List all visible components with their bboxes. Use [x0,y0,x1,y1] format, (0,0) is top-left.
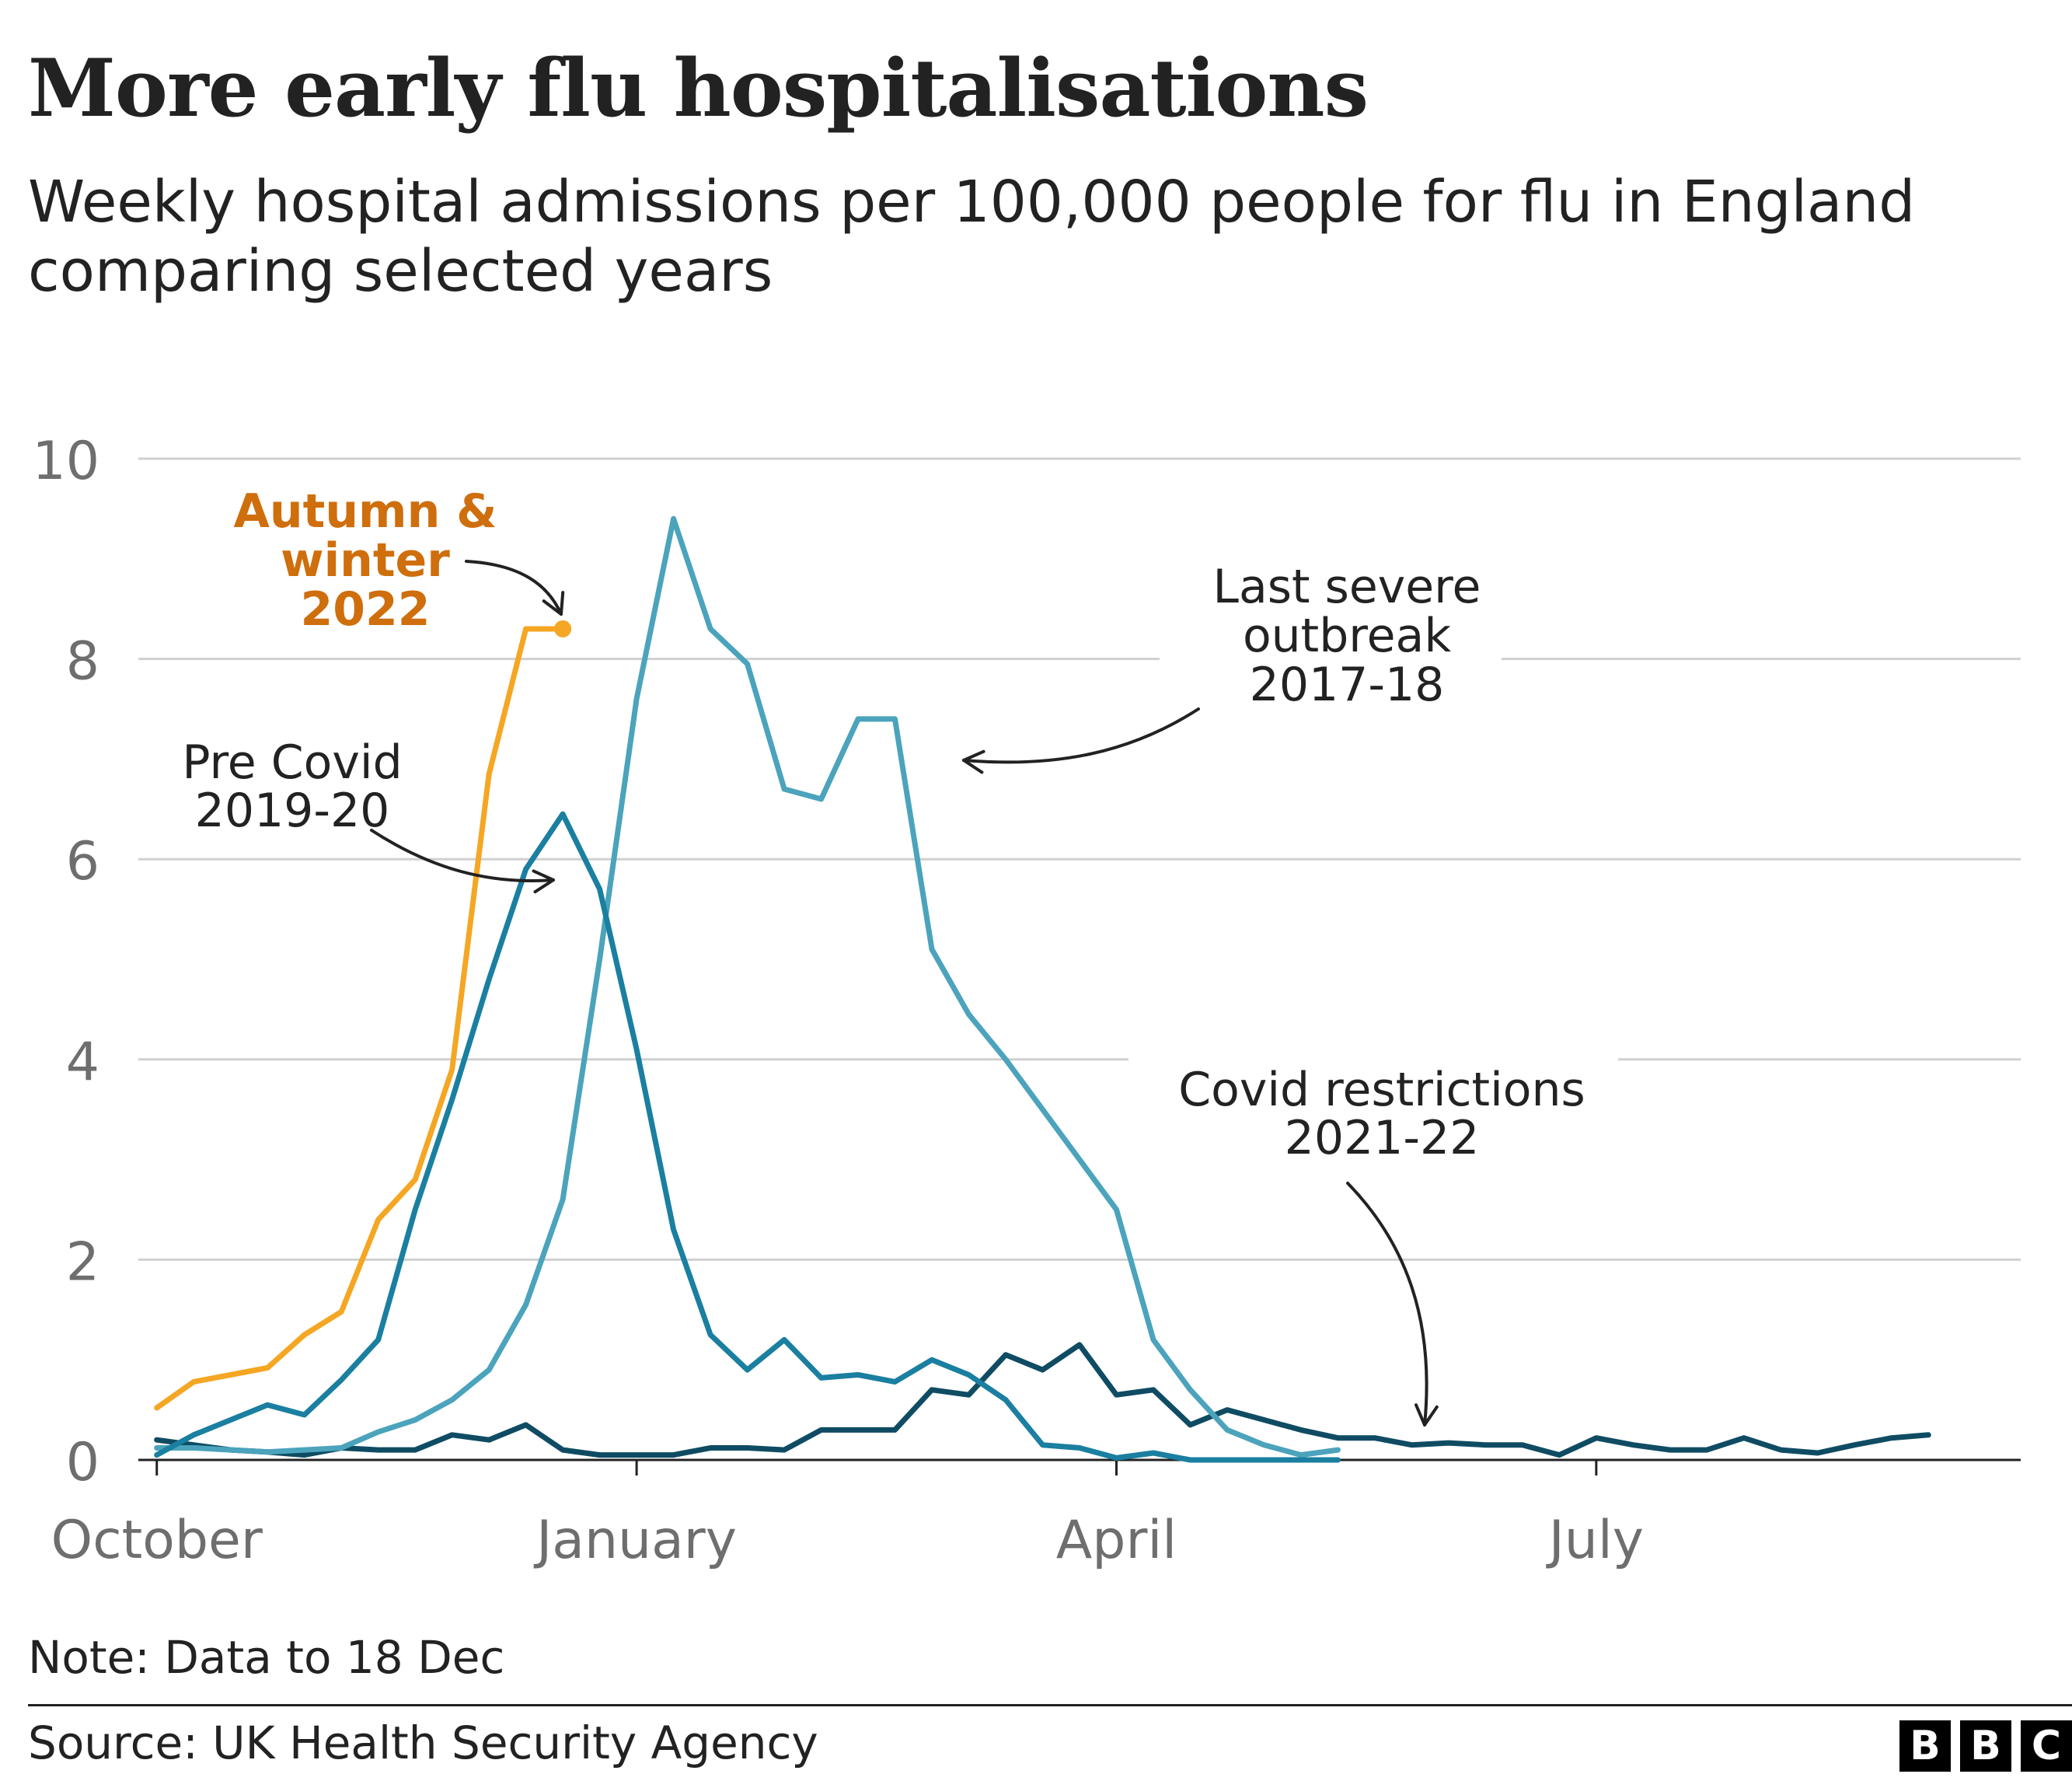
annotation-arrow [1346,1182,1428,1427]
x-tick-label: April [1056,1510,1177,1571]
annotation-label: Covid restrictions [1178,1063,1585,1117]
annotation-backdrop [1128,1042,1618,1166]
arrow-head-icon [962,749,985,774]
series-line-autumn-winter-2022 [154,626,566,1411]
y-tick-label: 4 [66,1032,99,1093]
bbc-logo-letter: B [1899,1720,1951,1772]
y-tick-label: 0 [66,1432,99,1493]
annotation-label: Last severe [1213,560,1481,614]
series-line-pre-covid-2019-20 [154,811,1341,1463]
y-tick-label: 8 [66,631,99,693]
annotation-label: 2017-18 [1250,658,1445,712]
y-tick-label: 10 [32,431,99,492]
annotation-arrow [465,560,563,616]
x-tick-labels: October January April July [51,1460,1644,1571]
series-line-covid-restrictions-2021-22 [154,1342,1931,1458]
flu-admissions-line-chart: 0 2 4 6 8 10 October January April July Autumn &… [32,431,2021,1571]
series-end-marker [554,620,572,637]
bbc-logo-letter: B [1960,1720,2011,1772]
x-tick-label: October [51,1510,263,1571]
bbc-logo: B B C [1899,1720,2072,1772]
page-subtitle: Weekly hospital admissions per 100,000 p… [28,169,1916,305]
annotation-arrow [370,829,555,883]
annotation-label: outbreak [1243,609,1451,663]
annotation-arrow [962,707,1200,764]
source-credit: Source: UK Health Security Agency [28,1716,818,1769]
annotation-label: Autumn & [234,484,497,539]
annotation-label: 2021-22 [1285,1111,1480,1165]
x-tick-label: January [533,1510,737,1571]
y-tick-label: 2 [66,1231,99,1293]
data-note: Note: Data to 18 Dec [28,1631,505,1684]
page-title: More early flu hospitalisations [28,42,1369,135]
annotation-label: 2019-20 [195,784,390,838]
arrow-head-icon [1414,1403,1439,1427]
y-tick-labels: 0 2 4 6 8 10 [32,431,99,1493]
series-line-last-severe-outbreak-2017-18 [154,515,1341,1458]
annotation-label: Pre Covid [182,735,402,790]
y-tick-label: 6 [66,831,99,892]
footer-divider [28,1704,2072,1706]
x-tick-label: July [1546,1510,1644,1571]
series-lines [154,515,1931,1463]
annotation-label: winter [281,533,450,588]
arrow-head-icon [542,591,565,616]
annotation-backdrop [1160,558,1502,745]
annotation-label: 2022 [301,582,431,637]
bbc-logo-letter: C [2021,1720,2072,1772]
arrow-head-icon [532,869,555,894]
